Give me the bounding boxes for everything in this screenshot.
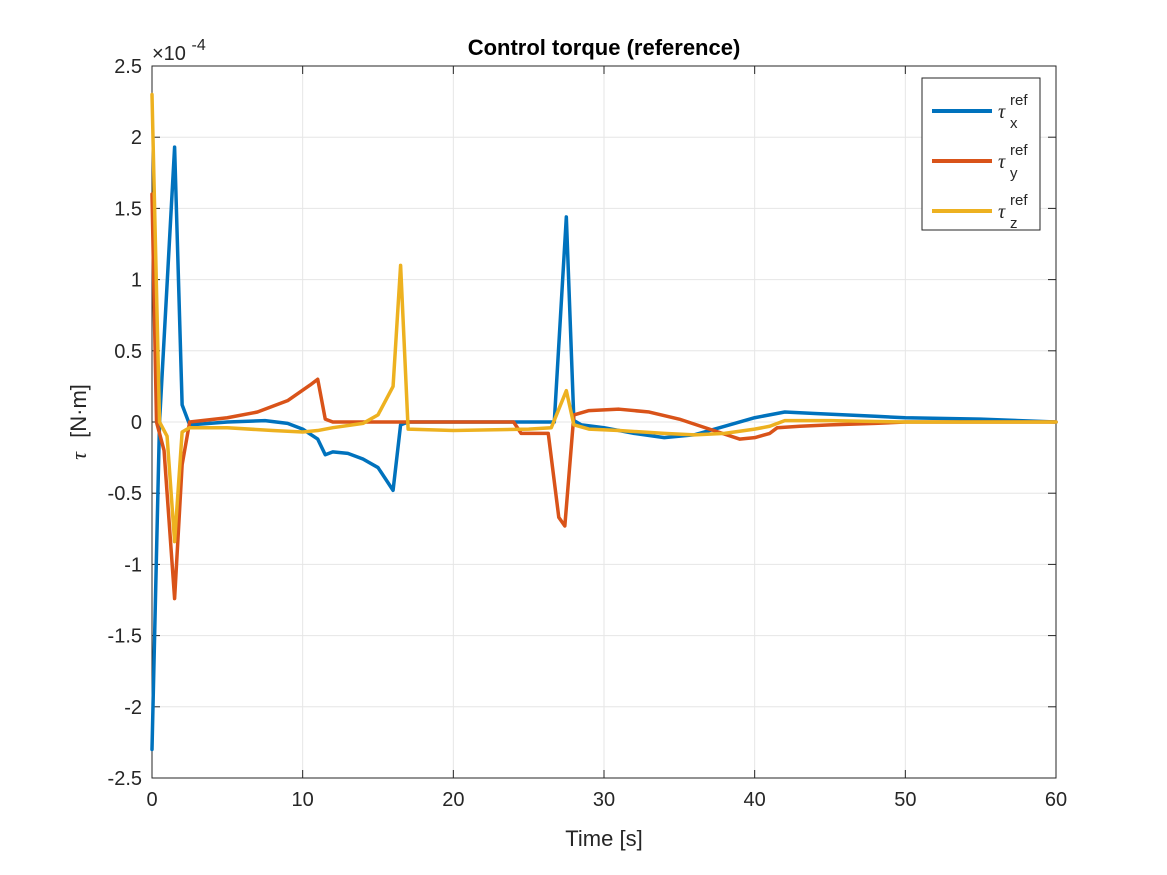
svg-text:τ [N·m]: τ [N·m]	[66, 384, 91, 460]
x-tick-label: 50	[894, 789, 916, 811]
x-tick-label: 20	[442, 789, 464, 811]
y-tick-label: 1	[131, 270, 142, 292]
data-series	[150, 92, 1058, 752]
legend-subscript: z	[1010, 215, 1018, 232]
legend-superscript: ref	[1010, 92, 1028, 109]
legend-symbol: τ	[998, 151, 1006, 173]
legend-subscript: x	[1010, 115, 1018, 132]
y-tick-label: -1	[124, 554, 142, 576]
y-axis-symbol: τ	[66, 451, 91, 460]
y-tick-label: -1.5	[108, 626, 142, 648]
legend-symbol: τ	[998, 101, 1006, 123]
y-axis-unit: [N·m]	[66, 384, 91, 438]
svg-text:×10 -4: ×10 -4	[152, 37, 206, 65]
x-tick-label: 30	[593, 789, 615, 811]
series-line-z	[150, 92, 1058, 544]
x-tick-label: 0	[146, 789, 157, 811]
x-tick-label: 10	[292, 789, 314, 811]
x-axis-label: Time [s]	[565, 826, 642, 851]
series-line-y	[150, 192, 1058, 601]
legend-symbol: τ	[998, 201, 1006, 223]
legend-superscript: ref	[1010, 142, 1028, 159]
x-tick-label: 60	[1045, 789, 1067, 811]
x-tick-label: 40	[744, 789, 766, 811]
legend-box	[921, 77, 1041, 231]
tick-labels: 0 10 20 30 40 50 60 -2.5 -2 -1.5 -1 -0.5 0 0.5 1 1.5 2 2.…	[108, 56, 1068, 811]
legend-subscript: y	[1010, 165, 1018, 182]
y-tick-label: 1.5	[114, 198, 142, 220]
y-tick-label: 0	[131, 412, 142, 434]
y-tick-label: -2	[124, 697, 142, 719]
y-tick-label: 0.5	[114, 341, 142, 363]
chart-title: Control torque (reference)	[468, 35, 741, 60]
y-exponent: ×10 -4	[152, 37, 206, 65]
legend-superscript: ref	[1010, 192, 1028, 209]
y-tick-label: -0.5	[108, 483, 142, 505]
y-tick-label: -2.5	[108, 768, 142, 790]
grid-lines	[152, 66, 1056, 778]
y-tick-label: 2.5	[114, 56, 142, 78]
y-exponent-base: ×10	[152, 43, 186, 65]
y-axis-label: τ [N·m]	[66, 384, 91, 460]
y-tick-label: 2	[131, 127, 142, 149]
y-exponent-power: -4	[192, 37, 206, 54]
